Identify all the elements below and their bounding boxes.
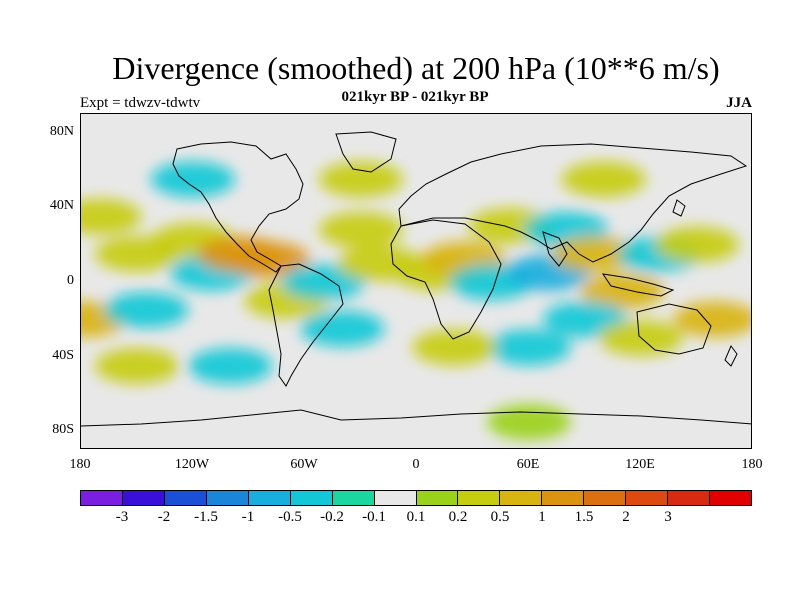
colorbar — [80, 490, 752, 506]
field-cell — [81, 198, 142, 235]
colorbar-label: -2 — [157, 509, 171, 525]
colorbar-swatch — [374, 491, 417, 505]
coastline-north-america — [172, 141, 304, 273]
colorbar-label: 0.5 — [490, 509, 510, 525]
field-cell — [561, 161, 646, 198]
colorbar-swatch — [81, 491, 123, 505]
coastline-africa — [390, 219, 502, 340]
field-cell — [673, 301, 751, 338]
field-cell — [487, 329, 571, 366]
field-cell — [225, 241, 310, 278]
lat-tick-label: 80N — [49, 123, 74, 139]
lon-tick-label: 60E — [516, 457, 540, 472]
field-cell — [487, 404, 571, 440]
colorbar-swatch — [710, 491, 751, 505]
map-panel — [80, 113, 752, 449]
map-canvas — [81, 131, 751, 440]
colorbar-label: 0.1 — [406, 509, 426, 525]
field-cell — [151, 161, 235, 198]
colorbar-swatch — [248, 491, 291, 505]
lon-tick-label: 120W — [174, 457, 210, 472]
field-cell — [95, 348, 179, 384]
coastline-south-america — [268, 263, 344, 387]
lat-tick-label: 0 — [67, 273, 74, 288]
colorbar-swatch — [458, 491, 501, 505]
colorbar-swatch — [626, 491, 669, 505]
colorbar-swatch — [206, 491, 249, 505]
lon-tick-label: 180 — [741, 457, 763, 472]
colorbar-label: -1 — [241, 509, 255, 525]
colorbar-label: 3 — [664, 509, 672, 525]
map-subtitle: 021kyr BP - 021kyr BP — [341, 89, 489, 105]
lon-tick-label: 120E — [625, 457, 655, 472]
field-cell — [319, 161, 403, 198]
colorbar-label: -0.5 — [278, 509, 302, 525]
coastline-japan — [672, 199, 686, 217]
colorbar-label: -3 — [115, 509, 129, 525]
season-label: JJA — [726, 95, 752, 111]
lon-tick-label: 0 — [412, 457, 420, 472]
colorbar-swatch — [542, 491, 585, 505]
lat-tick-label: 80S — [52, 422, 74, 438]
coastline-eurasia — [398, 143, 748, 263]
colorbar-swatch — [416, 491, 459, 505]
colorbar-swatch — [584, 491, 627, 505]
field-cell — [104, 292, 189, 328]
lat-tick-label: 40N — [49, 198, 74, 214]
map-title: Divergence (smoothed) at 200 hPa (10**6 … — [112, 50, 720, 86]
coastline-new-zealand — [724, 345, 738, 367]
field-cell — [552, 236, 637, 272]
coastlines — [81, 131, 751, 427]
colorbar-swatch — [500, 491, 543, 505]
colorbar-swatch — [122, 491, 165, 505]
field-cell — [580, 273, 665, 310]
lon-tick-label: 60W — [290, 457, 318, 472]
field-cell — [319, 211, 403, 248]
colorbar-label: -0.2 — [320, 509, 344, 525]
colorbar-swatch — [164, 491, 207, 505]
field-cell — [655, 226, 739, 263]
coastline-maritime-continent — [601, 273, 675, 297]
colorbar-label: 0.2 — [448, 509, 468, 525]
lat-tick-label: 40S — [52, 347, 74, 363]
field-cell — [412, 329, 497, 366]
field-cell — [188, 348, 273, 384]
colorbar-label: 1.5 — [574, 509, 594, 525]
field-cell — [300, 310, 385, 347]
experiment-label: Expt = tdwzv-tdwtv — [80, 95, 201, 111]
colorbar-swatch — [290, 491, 333, 505]
coastline-australia — [636, 303, 712, 355]
colorbar-label: -0.1 — [362, 509, 386, 525]
colorbar-label: 2 — [622, 509, 630, 525]
divergence-field — [81, 161, 751, 440]
colorbar-swatch — [668, 491, 711, 505]
colorbar-label: 1 — [538, 509, 546, 525]
colorbar-label: -1.5 — [194, 509, 218, 525]
colorbar-swatch — [332, 491, 375, 505]
coastline-greenland — [335, 131, 397, 173]
coastline-antarctica — [81, 409, 751, 427]
lon-tick-label: 180 — [69, 457, 91, 472]
coastline-india — [542, 231, 568, 267]
